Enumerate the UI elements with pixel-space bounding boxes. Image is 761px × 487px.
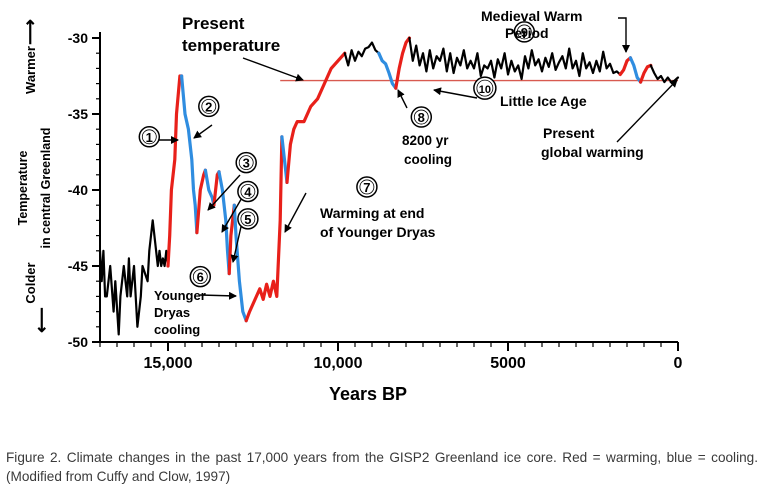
annotation-circle-inner [238, 155, 254, 171]
yd-cooling-label-3: cooling [154, 322, 200, 337]
series-segment-black [408, 36, 622, 81]
annotation-arrow [397, 89, 408, 109]
series-segment-blue [232, 203, 248, 323]
series-segment-red [618, 56, 633, 77]
y-label-warmer: Warmer [23, 46, 38, 94]
annotation-number: 4 [244, 185, 252, 200]
series-segment-blue [628, 56, 643, 84]
series-segment-red [244, 135, 284, 323]
x-tick-label: 10,000 [314, 355, 363, 372]
annotation-number: 10 [479, 84, 491, 96]
annotation-arrow [199, 291, 237, 300]
annotation-arrow [221, 195, 244, 233]
medieval-label-2: Period [505, 25, 549, 41]
annotation-arrow [193, 124, 213, 139]
yd-cooling-label-1: Younger [154, 288, 206, 303]
annotation-circle-inner [240, 184, 256, 199]
annotation-arrow [284, 192, 307, 233]
annotation-circle-inner [201, 99, 217, 114]
warming-yd-label-1: Warming at end [320, 205, 425, 221]
x-axis-label: Years BP [329, 384, 407, 404]
y-label-central-greenland: in central Greenland [39, 128, 53, 249]
little-ice-age-label: Little Ice Age [500, 93, 587, 109]
y-tick-label: -35 [68, 106, 88, 122]
annotation-circle-inner [476, 79, 494, 97]
annotation-circle-inner [516, 24, 532, 40]
annotation-circle-inner [141, 129, 157, 145]
series-segment-blue [217, 170, 231, 276]
annotation-number: 5 [244, 212, 251, 227]
y-tick-label: -50 [68, 334, 88, 350]
cooling-8200-label-1: 8200 yr [402, 133, 449, 148]
annotation-circle-inner [240, 211, 256, 227]
cooling-8200-label-2: cooling [404, 152, 452, 167]
series-segment-red [195, 168, 207, 235]
series-segment-black [649, 64, 680, 84]
x-tick-label: 15,000 [144, 355, 193, 372]
series-segment-black [98, 219, 170, 336]
series-segment-blue [180, 74, 199, 235]
annotation-circles: 1 2 3 4 5 6 7 8 9 10 [138, 21, 536, 288]
annotation-arrow [207, 174, 241, 211]
present-gw-label-2: global warming [541, 144, 644, 160]
present-temp-label-1: Present [182, 14, 245, 33]
series-segment-black [343, 41, 380, 67]
annotation-arrow [618, 17, 630, 53]
medieval-label-1: Medieval Warm [481, 8, 582, 24]
series-segment-blue [377, 51, 398, 90]
x-tick-label: 0 [674, 355, 683, 372]
series-layer [98, 36, 680, 336]
annotation-circle-inner [359, 179, 375, 195]
figure-caption: Figure 2. Climate changes in the past 17… [6, 450, 758, 484]
series-segment-red [166, 74, 184, 268]
present-gw-label-1: Present [543, 125, 595, 141]
series-segment-blue [203, 168, 216, 207]
annotation-number: 9 [521, 25, 528, 40]
annotation-arrow [433, 87, 478, 99]
y-tick-label: -30 [68, 30, 88, 46]
warming-yd-label-2: of Younger Dryas [320, 224, 436, 240]
annotation-arrow [616, 79, 678, 143]
annotation-circle-inner [413, 109, 429, 125]
annotation-number: 6 [197, 270, 204, 285]
chart: Warmer Colder ⟶ ⟶ Temperature in central… [16, 8, 683, 404]
warmer-arrow-icon: ⟶ [20, 19, 40, 45]
annotation-number: 3 [243, 156, 250, 171]
present-temp-label-2: temperature [182, 36, 280, 55]
x-tick-label: 5000 [490, 355, 526, 372]
annotation-number: 7 [363, 180, 370, 195]
y-label-colder: Colder [23, 262, 38, 303]
yd-cooling-label-2: Dryas [154, 305, 190, 320]
annotation-circle-inner [192, 269, 208, 285]
y-label-temperature: Temperature [16, 151, 30, 226]
series-segment-red [394, 36, 411, 90]
series-segment-red [285, 51, 347, 184]
annotation-arrow [242, 57, 304, 82]
annotation-number: 2 [205, 99, 212, 114]
annotation-number: 8 [418, 110, 425, 125]
colder-arrow-icon: ⟶ [32, 307, 52, 333]
y-tick-label: -45 [68, 258, 88, 274]
annotation-number: 1 [146, 130, 153, 145]
axes: 15,000 10,000 5000 0 -30 -35 -40 -45 -50 [68, 30, 683, 372]
series-segment-red [638, 63, 653, 84]
y-tick-label: -40 [68, 182, 88, 198]
